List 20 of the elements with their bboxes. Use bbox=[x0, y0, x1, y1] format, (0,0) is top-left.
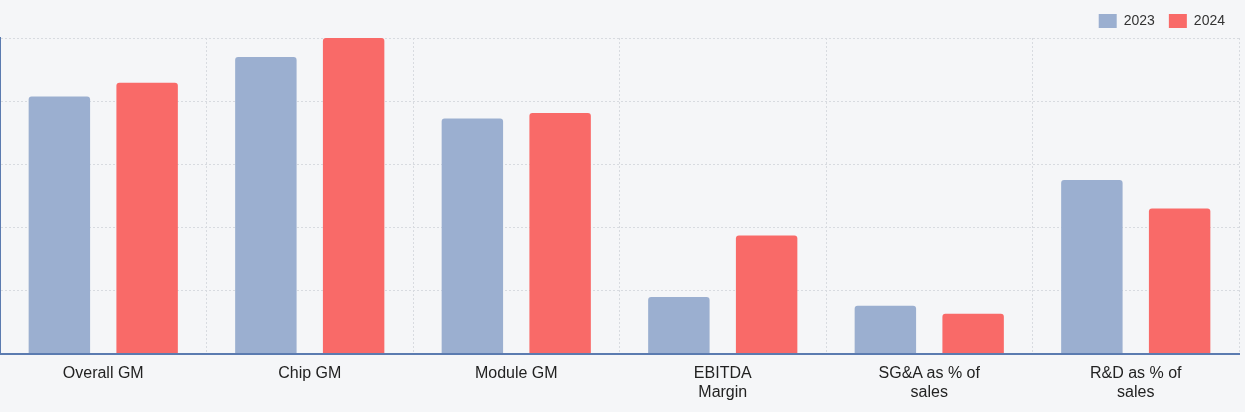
x-tick-label: Chip GM bbox=[278, 363, 342, 381]
legend-label: 2023 bbox=[1123, 11, 1156, 28]
bar bbox=[1148, 208, 1211, 354]
bar bbox=[1061, 180, 1123, 354]
bar bbox=[735, 235, 798, 354]
bar bbox=[648, 297, 710, 354]
x-tick-label: SG&A as % of sales bbox=[878, 363, 981, 400]
bar bbox=[322, 38, 385, 354]
legend-label: 2024 bbox=[1193, 11, 1226, 28]
x-tick-label: Module GM bbox=[474, 363, 558, 381]
x-tick-label: EBITDA Margin bbox=[693, 363, 752, 400]
x-tick-label: R&D as % of sales bbox=[1089, 363, 1183, 400]
x-tick-label: Overall GM bbox=[62, 363, 144, 381]
bar bbox=[529, 113, 591, 354]
bar bbox=[441, 118, 504, 354]
bar bbox=[235, 56, 297, 354]
bar bbox=[28, 96, 91, 354]
bar bbox=[942, 313, 1004, 354]
bar bbox=[854, 305, 917, 354]
bar bbox=[116, 82, 178, 354]
